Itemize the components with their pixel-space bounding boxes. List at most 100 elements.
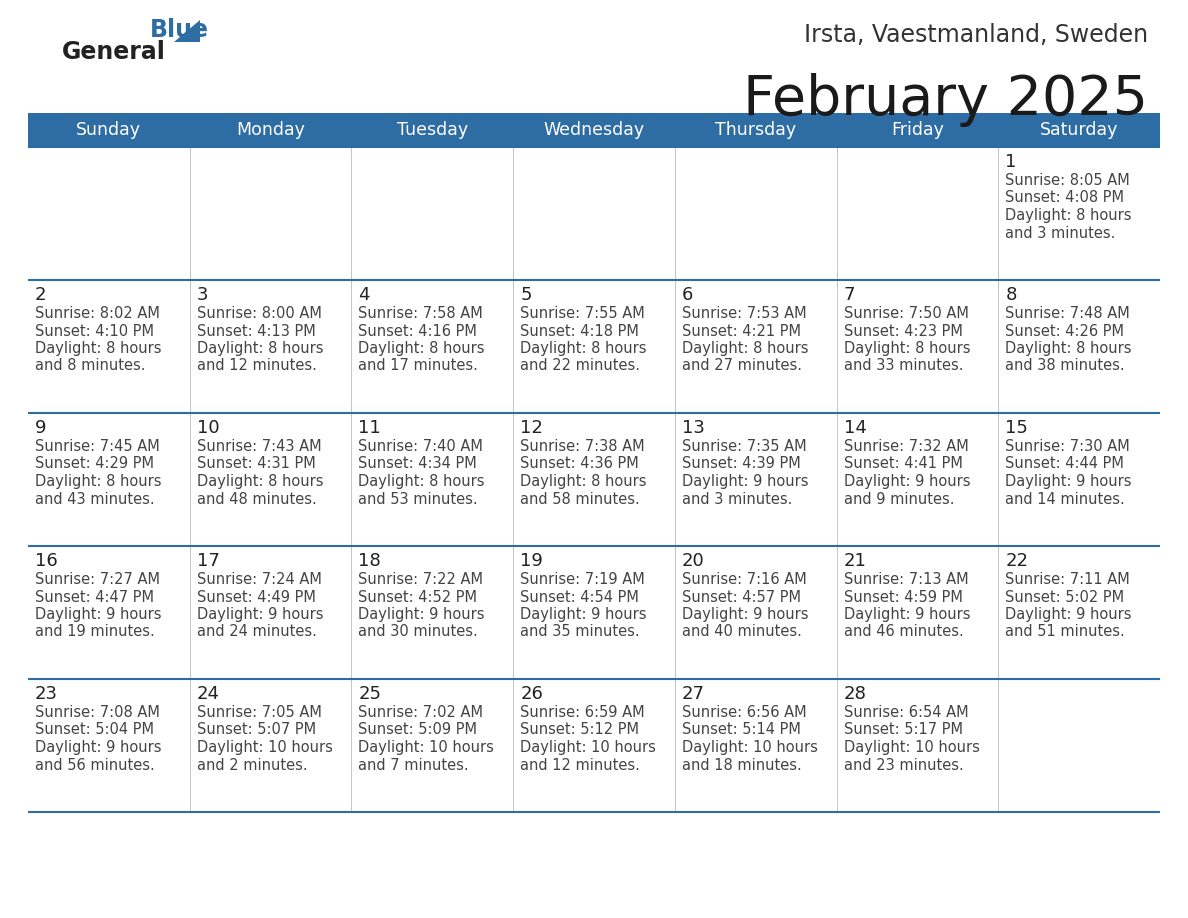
- Text: Daylight: 8 hours: Daylight: 8 hours: [520, 474, 646, 489]
- Text: 16: 16: [34, 552, 58, 570]
- Text: Sunset: 4:39 PM: Sunset: 4:39 PM: [682, 456, 801, 472]
- Text: 22: 22: [1005, 552, 1029, 570]
- Text: 11: 11: [359, 419, 381, 437]
- Text: and 12 minutes.: and 12 minutes.: [520, 757, 640, 773]
- Text: February 2025: February 2025: [742, 73, 1148, 127]
- Text: Daylight: 8 hours: Daylight: 8 hours: [359, 341, 485, 356]
- Text: 19: 19: [520, 552, 543, 570]
- Text: 2: 2: [34, 286, 46, 304]
- Text: 14: 14: [843, 419, 866, 437]
- Text: Sunset: 4:52 PM: Sunset: 4:52 PM: [359, 589, 478, 604]
- Text: and 17 minutes.: and 17 minutes.: [359, 359, 479, 374]
- Text: Sunset: 4:26 PM: Sunset: 4:26 PM: [1005, 323, 1124, 339]
- Text: 18: 18: [359, 552, 381, 570]
- Text: General: General: [62, 40, 166, 64]
- Text: and 24 minutes.: and 24 minutes.: [197, 624, 316, 640]
- Text: and 30 minutes.: and 30 minutes.: [359, 624, 479, 640]
- Text: Sunset: 5:04 PM: Sunset: 5:04 PM: [34, 722, 154, 737]
- Bar: [29, 147, 1159, 812]
- Text: Sunrise: 7:19 AM: Sunrise: 7:19 AM: [520, 572, 645, 587]
- Text: Sunset: 5:17 PM: Sunset: 5:17 PM: [843, 722, 962, 737]
- Text: 26: 26: [520, 685, 543, 703]
- Text: and 58 minutes.: and 58 minutes.: [520, 491, 640, 507]
- Text: Sunrise: 7:45 AM: Sunrise: 7:45 AM: [34, 439, 159, 454]
- Text: and 53 minutes.: and 53 minutes.: [359, 491, 478, 507]
- Text: Sunset: 5:02 PM: Sunset: 5:02 PM: [1005, 589, 1124, 604]
- Text: Sunset: 4:34 PM: Sunset: 4:34 PM: [359, 456, 478, 472]
- Text: 4: 4: [359, 286, 369, 304]
- Text: Sunrise: 7:48 AM: Sunrise: 7:48 AM: [1005, 306, 1130, 321]
- Text: and 18 minutes.: and 18 minutes.: [682, 757, 802, 773]
- Text: and 56 minutes.: and 56 minutes.: [34, 757, 154, 773]
- Text: Sunset: 4:59 PM: Sunset: 4:59 PM: [843, 589, 962, 604]
- Text: Sunrise: 7:38 AM: Sunrise: 7:38 AM: [520, 439, 645, 454]
- Text: Sunrise: 7:50 AM: Sunrise: 7:50 AM: [843, 306, 968, 321]
- Text: Daylight: 8 hours: Daylight: 8 hours: [1005, 341, 1132, 356]
- Text: Daylight: 9 hours: Daylight: 9 hours: [1005, 474, 1132, 489]
- Text: Daylight: 10 hours: Daylight: 10 hours: [520, 740, 656, 755]
- Text: 5: 5: [520, 286, 532, 304]
- Text: 8: 8: [1005, 286, 1017, 304]
- Text: Daylight: 8 hours: Daylight: 8 hours: [520, 341, 646, 356]
- Text: Sunset: 5:09 PM: Sunset: 5:09 PM: [359, 722, 478, 737]
- Text: Irsta, Vaestmanland, Sweden: Irsta, Vaestmanland, Sweden: [804, 23, 1148, 47]
- Text: Sunrise: 6:59 AM: Sunrise: 6:59 AM: [520, 705, 645, 720]
- Text: and 27 minutes.: and 27 minutes.: [682, 359, 802, 374]
- Text: Sunset: 4:44 PM: Sunset: 4:44 PM: [1005, 456, 1124, 472]
- Text: Sunrise: 7:11 AM: Sunrise: 7:11 AM: [1005, 572, 1130, 587]
- Text: Sunset: 4:54 PM: Sunset: 4:54 PM: [520, 589, 639, 604]
- Text: Sunrise: 7:55 AM: Sunrise: 7:55 AM: [520, 306, 645, 321]
- Text: 23: 23: [34, 685, 58, 703]
- Text: Sunrise: 7:02 AM: Sunrise: 7:02 AM: [359, 705, 484, 720]
- Text: Daylight: 9 hours: Daylight: 9 hours: [520, 607, 646, 622]
- Text: Sunrise: 7:24 AM: Sunrise: 7:24 AM: [197, 572, 322, 587]
- Text: Sunset: 4:18 PM: Sunset: 4:18 PM: [520, 323, 639, 339]
- Text: 7: 7: [843, 286, 855, 304]
- Text: Friday: Friday: [891, 121, 944, 139]
- Text: Sunrise: 6:56 AM: Sunrise: 6:56 AM: [682, 705, 807, 720]
- Text: 15: 15: [1005, 419, 1028, 437]
- Bar: [29, 113, 1159, 147]
- Text: and 3 minutes.: and 3 minutes.: [682, 491, 792, 507]
- Text: 20: 20: [682, 552, 704, 570]
- Text: 28: 28: [843, 685, 866, 703]
- Text: and 40 minutes.: and 40 minutes.: [682, 624, 802, 640]
- Text: Sunrise: 7:08 AM: Sunrise: 7:08 AM: [34, 705, 160, 720]
- Text: 27: 27: [682, 685, 704, 703]
- Text: Sunrise: 7:32 AM: Sunrise: 7:32 AM: [843, 439, 968, 454]
- Text: Sunrise: 7:53 AM: Sunrise: 7:53 AM: [682, 306, 807, 321]
- Text: Sunset: 4:16 PM: Sunset: 4:16 PM: [359, 323, 478, 339]
- Text: Daylight: 9 hours: Daylight: 9 hours: [682, 474, 808, 489]
- Text: Sunset: 4:41 PM: Sunset: 4:41 PM: [843, 456, 962, 472]
- Text: Sunrise: 7:30 AM: Sunrise: 7:30 AM: [1005, 439, 1130, 454]
- Text: Sunrise: 7:22 AM: Sunrise: 7:22 AM: [359, 572, 484, 587]
- Text: Saturday: Saturday: [1040, 121, 1118, 139]
- Text: Wednesday: Wednesday: [543, 121, 645, 139]
- Text: 1: 1: [1005, 153, 1017, 171]
- Text: Daylight: 9 hours: Daylight: 9 hours: [34, 740, 162, 755]
- Text: Daylight: 9 hours: Daylight: 9 hours: [843, 474, 971, 489]
- Text: 17: 17: [197, 552, 220, 570]
- Text: Monday: Monday: [236, 121, 305, 139]
- Text: Daylight: 9 hours: Daylight: 9 hours: [1005, 607, 1132, 622]
- Text: Daylight: 8 hours: Daylight: 8 hours: [34, 341, 162, 356]
- Text: and 19 minutes.: and 19 minutes.: [34, 624, 154, 640]
- Text: Sunrise: 7:35 AM: Sunrise: 7:35 AM: [682, 439, 807, 454]
- Text: Blue: Blue: [150, 18, 209, 42]
- Text: and 14 minutes.: and 14 minutes.: [1005, 491, 1125, 507]
- Text: Sunset: 4:57 PM: Sunset: 4:57 PM: [682, 589, 801, 604]
- Text: and 35 minutes.: and 35 minutes.: [520, 624, 640, 640]
- Text: 12: 12: [520, 419, 543, 437]
- Text: Sunrise: 7:16 AM: Sunrise: 7:16 AM: [682, 572, 807, 587]
- Text: Sunrise: 7:13 AM: Sunrise: 7:13 AM: [843, 572, 968, 587]
- Text: Daylight: 9 hours: Daylight: 9 hours: [359, 607, 485, 622]
- Text: Sunset: 5:07 PM: Sunset: 5:07 PM: [197, 722, 316, 737]
- Text: and 12 minutes.: and 12 minutes.: [197, 359, 316, 374]
- Text: 25: 25: [359, 685, 381, 703]
- Text: and 23 minutes.: and 23 minutes.: [843, 757, 963, 773]
- Text: Sunset: 4:31 PM: Sunset: 4:31 PM: [197, 456, 316, 472]
- Text: and 46 minutes.: and 46 minutes.: [843, 624, 963, 640]
- Text: Sunday: Sunday: [76, 121, 141, 139]
- Text: Sunset: 4:08 PM: Sunset: 4:08 PM: [1005, 191, 1124, 206]
- Text: Sunrise: 8:02 AM: Sunrise: 8:02 AM: [34, 306, 160, 321]
